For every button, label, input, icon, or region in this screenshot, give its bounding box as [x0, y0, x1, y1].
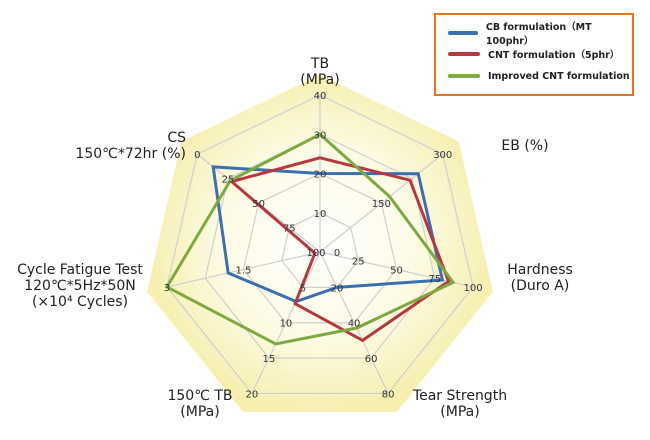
tick-label: 80 — [382, 389, 395, 400]
tick-label: 150 — [372, 199, 391, 210]
axis-title-line: EB (%) — [501, 138, 549, 154]
axis-title-line: Tear Strength — [412, 388, 508, 404]
tick-label: 75 — [428, 274, 441, 285]
axis-title-line: Cycle Fatigue Test — [17, 262, 143, 278]
axis-title: 150℃ TB (MPa) — [167, 388, 232, 420]
axis-title: Tear Strength (MPa) — [413, 388, 507, 420]
axis-title-line: 150℃*72hr (%) — [75, 146, 186, 162]
axis-title-line: TB — [310, 56, 330, 72]
axis-title-line: 120℃*5Hz*50N — [24, 278, 136, 294]
tick-label: 15 — [263, 354, 276, 365]
grid-ring — [166, 94, 474, 395]
legend-swatch-improved — [448, 74, 480, 78]
tick-label: 50 — [390, 265, 403, 276]
legend: CB formulation（MT 100phr） CNT formulatio… — [434, 13, 634, 96]
axis-line — [319, 153, 444, 253]
tick-label: 30 — [314, 130, 327, 141]
axis-title-line: (Duro A) — [510, 278, 570, 294]
tick-label: 25 — [352, 257, 365, 268]
legend-label-improved: Improved CNT formulation — [488, 70, 630, 82]
tick-label: 100 — [464, 283, 483, 294]
legend-item-cnt: CNT formulation（5phr） — [448, 47, 619, 61]
axis-title: Hardness (Duro A) — [507, 262, 573, 294]
tick-label: 40 — [314, 91, 327, 102]
legend-item-cb: CB formulation（MT 100phr） — [448, 22, 632, 47]
axis-line — [166, 251, 321, 288]
tick-label: 20 — [246, 389, 259, 400]
legend-swatch-cnt — [448, 52, 480, 56]
tick-label: 75 — [283, 224, 296, 235]
tick-label: 0 — [334, 248, 340, 259]
axis-line — [319, 251, 389, 394]
axis-title: Cycle Fatigue Test 120℃*5Hz*50N (×10⁴ Cycl… — [17, 262, 143, 310]
legend-label-cb: CB formulation（MT 100phr） — [485, 22, 592, 47]
tick-label: 20 — [314, 170, 327, 181]
axis-title: TB (MPa) — [300, 56, 339, 88]
axis-title-line: CS — [167, 130, 186, 146]
tick-label: 10 — [280, 319, 293, 330]
axis-title-line: (MPa) — [300, 72, 340, 88]
tick-label: 0 — [194, 150, 200, 161]
legend-item-improved: Improved CNT formulation — [448, 69, 630, 83]
grid-ring — [281, 212, 359, 288]
axis-title: EB (%) — [501, 138, 548, 154]
tick-label: 20 — [331, 283, 344, 294]
axis-title-line: Hardness — [507, 262, 573, 278]
tick-label: 10 — [314, 209, 327, 220]
legend-label-cnt: CNT formulation（5phr） — [488, 50, 620, 61]
tick-label: 25 — [222, 175, 235, 186]
legend-swatch-cb — [448, 31, 478, 35]
tick-label: 300 — [433, 150, 452, 161]
tick-label: 60 — [365, 354, 378, 365]
axis-title-line: (MPa) — [440, 404, 480, 420]
grid-ring — [242, 172, 398, 324]
series-line-2 — [164, 132, 456, 346]
tick-label: 3 — [164, 283, 170, 294]
tick-label: 100 — [306, 248, 325, 259]
axis-title: CS 150℃*72hr (%) — [75, 130, 186, 162]
axis-line — [251, 251, 321, 394]
tick-label: 5 — [300, 283, 306, 294]
tick-label: 40 — [348, 319, 361, 330]
tick-label: 1.5 — [236, 265, 252, 276]
axis-title-line: (MPa) — [180, 404, 220, 420]
axis-title-line: (×10⁴ Cycles) — [31, 294, 129, 310]
tick-label: 50 — [252, 199, 265, 210]
axis-title-line: 150℃ TB — [167, 388, 233, 404]
series-line-1 — [228, 156, 451, 343]
series-line-0 — [211, 165, 445, 304]
